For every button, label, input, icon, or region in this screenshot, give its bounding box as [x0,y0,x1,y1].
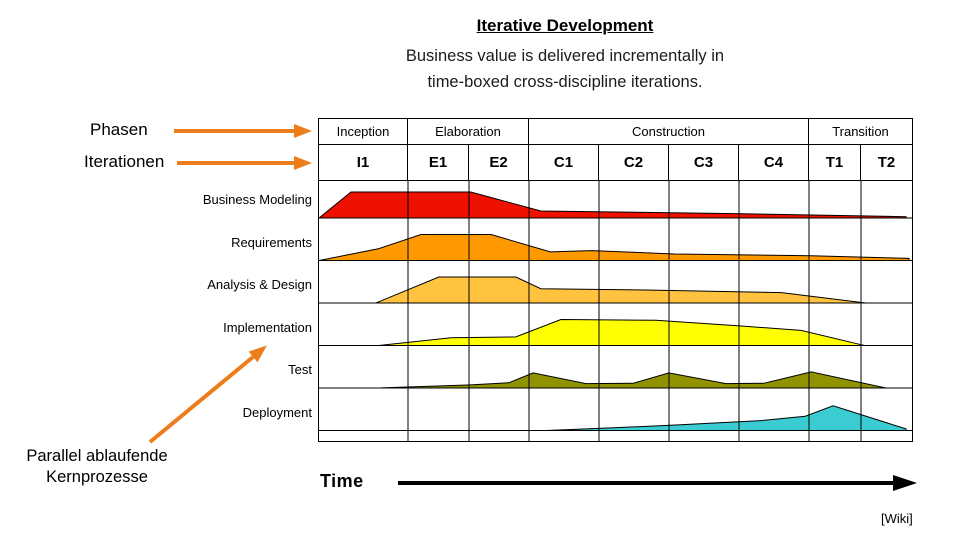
kernprozesse-arrow-icon [148,345,267,444]
discipline-label-deployment: Deployment [242,404,312,420]
diagram-title: Iterative Development [476,16,654,35]
hump-chart-body [319,181,912,441]
diagram-subtitle-line2: time-boxed cross-discipline iterations. [427,73,703,91]
hump-analysis-design [375,276,866,304]
phase-header-row: Inception Elaboration Construction Transiti… [319,119,912,145]
iteration-cell-c1: C1 [529,145,599,180]
discipline-label-test: Test [288,362,312,377]
phase-cell-elaboration: Elaboration [408,119,529,144]
hump-business-modeling [319,191,907,219]
iteration-cell-c4: C4 [739,145,809,180]
phase-cell-transition: Transition [832,124,889,139]
diagram-subtitle-line1: Business value is delivered incrementall… [405,47,725,65]
iteration-cell-t1: T1 [809,145,861,180]
hump-test [378,371,887,389]
phasen-label: Phasen [90,120,148,139]
discipline-label-implementation: Implementation [223,319,312,335]
hump-implementation [378,318,865,346]
discipline-label-analysis-design: Analysis & Design [207,277,312,292]
title-block: Iterative Development Business value is … [170,16,957,95]
discipline-label-business-modeling: Business Modeling [202,192,312,207]
hump-requirements [319,234,910,261]
phase-cell-inception: Inception [319,119,408,144]
iteration-cell-c2: C2 [599,145,669,180]
kernprozesse-line1: Parallel ablaufende [26,447,168,465]
credit-label: [Wiki] [881,511,913,526]
hump-deployment [546,405,907,431]
iteration-cell-c3: C3 [669,145,739,180]
kernprozesse-label: Parallel ablaufende Kernprozesse [6,446,188,488]
process-grid: Inception Elaboration Construction Transiti… [318,118,913,442]
iterationen-label: Iterationen [84,152,165,171]
iteration-header-row: I1 E1 E2 C1 C2 C3 C4 T1 T2 [319,145,912,181]
kernprozesse-line2: Kernprozesse [46,468,148,486]
iteration-cell-e1: E1 [408,145,469,180]
phase-cell-construction: Construction [529,119,809,144]
discipline-label-requirements: Requirements [231,234,312,250]
time-axis-label: Time [320,471,364,491]
iteration-cell-i1: I1 [319,145,408,180]
iteration-cell-t2: T2 [877,154,896,171]
iteration-cell-e2: E2 [469,145,529,180]
